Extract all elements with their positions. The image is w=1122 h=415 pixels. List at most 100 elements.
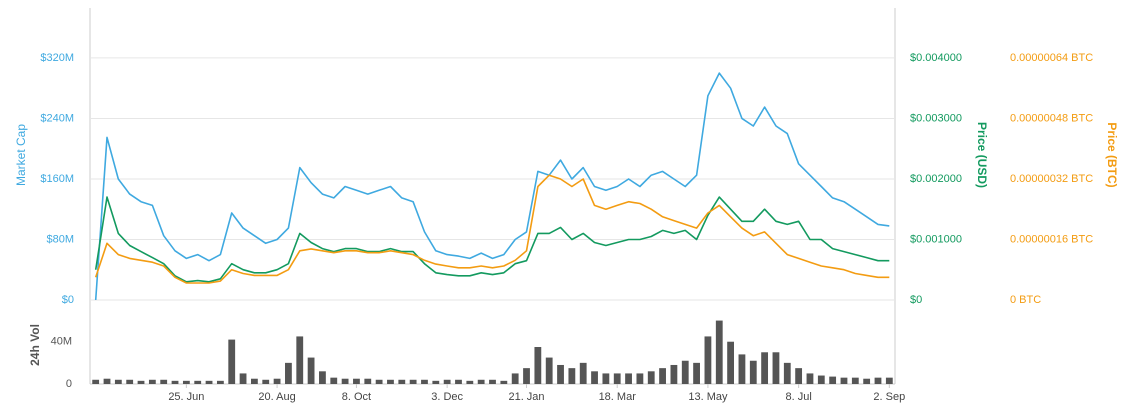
volume-bar <box>557 364 564 384</box>
x-tick-label: 25. Jun <box>168 391 204 403</box>
volume-bar <box>625 373 632 384</box>
y-tick-label: $0 <box>62 294 74 306</box>
volume-bar <box>262 379 270 384</box>
y-tick-label: $320M <box>40 52 74 64</box>
volume-bar <box>92 379 100 384</box>
volume-bar <box>840 377 848 384</box>
volume-bar <box>795 368 803 384</box>
volume-bar <box>761 352 769 384</box>
volume-bar <box>455 379 462 384</box>
y2-axis-title: Price (USD) <box>975 122 989 188</box>
volume-bar <box>432 380 440 384</box>
volume-bar <box>885 377 893 384</box>
volume-bar <box>715 320 723 384</box>
volume-bar <box>783 362 791 384</box>
volume-bar <box>602 373 610 384</box>
y3-tick-label: 0.00000032 BTC <box>1010 173 1093 185</box>
volume-bar <box>749 360 757 384</box>
volume-bar <box>194 380 202 384</box>
volume-bar <box>251 378 258 384</box>
volume-axis-title: 24h Vol <box>28 324 42 366</box>
y2-tick-label: $0.004000 <box>910 52 962 64</box>
volume-bar <box>182 380 190 384</box>
volume-bar <box>568 368 576 384</box>
volume-bar <box>103 378 111 384</box>
y-tick-label: $240M <box>40 112 74 124</box>
volume-bar <box>409 379 417 384</box>
x-tick-label: 18. Mar <box>599 391 637 403</box>
y3-tick-label: 0.00000048 BTC <box>1010 112 1093 124</box>
volume-bar <box>704 336 712 384</box>
volume-bar <box>500 380 508 384</box>
volume-bar <box>851 377 859 384</box>
volume-bar <box>806 373 814 384</box>
volume-bar <box>489 379 496 384</box>
y2-tick-label: $0 <box>910 294 922 306</box>
x-tick-label: 20. Aug <box>258 391 295 403</box>
volume-bar <box>772 352 780 384</box>
volume-bar <box>205 380 213 384</box>
y-tick-label: $160M <box>40 173 74 185</box>
volume-bar <box>216 380 224 384</box>
volume-bar <box>727 341 734 384</box>
volume-bar <box>693 362 700 384</box>
volume-bar <box>613 373 621 384</box>
volume-bar <box>285 362 292 384</box>
volume-bar <box>466 380 474 384</box>
volume-bar <box>545 357 553 384</box>
volume-bar <box>523 368 530 384</box>
volume-bar <box>477 379 485 384</box>
volume-bar <box>330 377 338 384</box>
volume-bar <box>387 379 394 384</box>
y3-axis-title: Price (BTC) <box>1105 122 1119 187</box>
volume-bar <box>171 380 179 384</box>
volume-bar <box>636 373 644 384</box>
volume-bar <box>398 379 406 384</box>
volume-bar <box>296 336 304 384</box>
volume-bar <box>341 378 349 384</box>
volume-bar <box>375 379 383 384</box>
y2-tick-label: $0.001000 <box>910 233 962 245</box>
volume-bar <box>228 339 236 384</box>
x-tick-label: 21. Jan <box>508 391 544 403</box>
volume-bar <box>579 362 587 384</box>
x-tick-label: 13. May <box>688 391 728 403</box>
y-tick-label: $80M <box>46 233 74 245</box>
volume-bar <box>863 378 871 384</box>
volume-bar <box>511 373 519 384</box>
series-line <box>94 174 890 284</box>
volume-bar <box>534 347 542 384</box>
volume-bar <box>319 371 326 384</box>
x-tick-label: 8. Jul <box>785 391 811 403</box>
volume-bar <box>148 379 156 384</box>
volume-bar <box>670 364 678 384</box>
volume-bar <box>353 378 360 384</box>
x-tick-label: 2. Sep <box>873 391 905 403</box>
series-line <box>94 72 890 301</box>
volume-bar <box>421 379 428 384</box>
volume-bar <box>681 360 689 384</box>
volume-bar <box>273 378 281 384</box>
series-line <box>94 196 890 283</box>
volume-bar <box>160 379 168 384</box>
y-axis-title: Market Cap <box>14 124 28 186</box>
volume-tick-label: 0 <box>66 378 72 390</box>
volume-bar <box>829 376 837 384</box>
y3-tick-label: 0 BTC <box>1010 294 1041 306</box>
y2-tick-label: $0.002000 <box>910 173 962 185</box>
volume-bar <box>738 354 746 384</box>
x-tick-label: 3. Dec <box>431 391 463 403</box>
x-tick-label: 8. Oct <box>342 391 371 403</box>
volume-bar <box>659 368 666 384</box>
y3-tick-label: 0.00000064 BTC <box>1010 52 1093 64</box>
volume-bar <box>364 378 372 384</box>
volume-tick-label: 40M <box>51 336 72 348</box>
volume-bar <box>114 379 122 384</box>
volume-bar <box>817 375 825 384</box>
volume-bar <box>126 379 134 384</box>
volume-bar <box>874 377 882 384</box>
y2-tick-label: $0.003000 <box>910 112 962 124</box>
volume-bar <box>239 373 247 384</box>
y3-tick-label: 0.00000016 BTC <box>1010 233 1093 245</box>
